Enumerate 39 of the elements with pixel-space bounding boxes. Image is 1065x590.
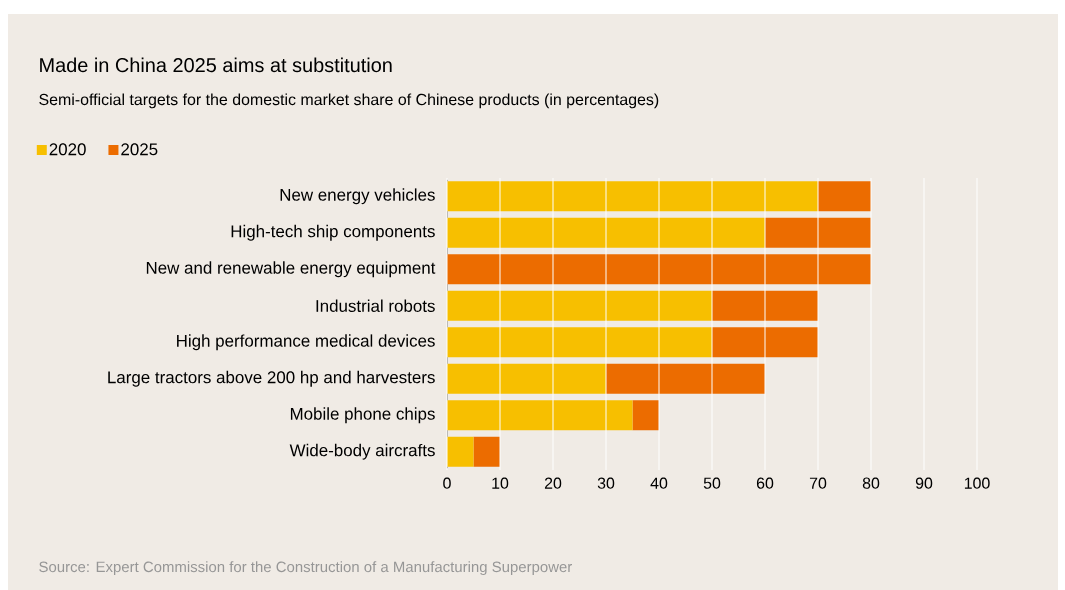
y-tick-label: New energy vehicles: [280, 188, 435, 205]
x-tick-label: 80: [862, 477, 880, 489]
bar: [632, 400, 659, 431]
source-note: Source: Expert Commission for the Construction of a Manufacturing Superpower: [39, 561, 572, 576]
x-tick-label: 10: [492, 477, 509, 489]
y-tick-label: Large tractors above 200 hp and harvesters: [108, 370, 435, 387]
bar: [447, 400, 633, 431]
bar: [447, 181, 818, 212]
chart-subtitle: Semi-official targets for the domestic market share of Chinese products (in percentages): [39, 93, 659, 109]
text: Made in China 2025 aims at substitution: [40, 57, 392, 73]
x-tick-label: 30: [597, 477, 615, 489]
x-tick-label: 100: [964, 477, 990, 489]
y-tick-label: High performance medical devices: [177, 334, 435, 351]
x-tick-label: 0: [443, 477, 451, 489]
x-tick-label: 20: [544, 477, 562, 489]
y-tick-label: Wide-body aircrafts: [289, 443, 435, 460]
legend-label: 2025: [121, 143, 158, 156]
legend-label: 2020: [49, 143, 86, 156]
bar: [447, 254, 872, 285]
bar: [765, 217, 872, 248]
x-tick-label: 90: [915, 477, 933, 489]
x-tick-label: 60: [756, 477, 774, 489]
bar: [447, 327, 712, 358]
bar: [606, 363, 765, 394]
bar: [473, 436, 500, 467]
y-tick-label: High-tech ship components: [231, 224, 435, 241]
x-tick-label: 50: [703, 477, 721, 489]
y-tick-label: Mobile phone chips: [290, 407, 435, 424]
x-tick-label: 70: [809, 477, 827, 489]
bar: [447, 290, 712, 321]
x-tick-label: 40: [650, 477, 668, 489]
bar: [712, 327, 818, 358]
bar: [712, 290, 818, 321]
bar: [447, 436, 474, 467]
y-tick-label: New and renewable energy equipment: [146, 261, 436, 278]
bar: [818, 181, 872, 212]
bar: [447, 363, 606, 394]
bar: [447, 217, 765, 248]
y-tick-label: Industrial robots: [316, 299, 435, 312]
